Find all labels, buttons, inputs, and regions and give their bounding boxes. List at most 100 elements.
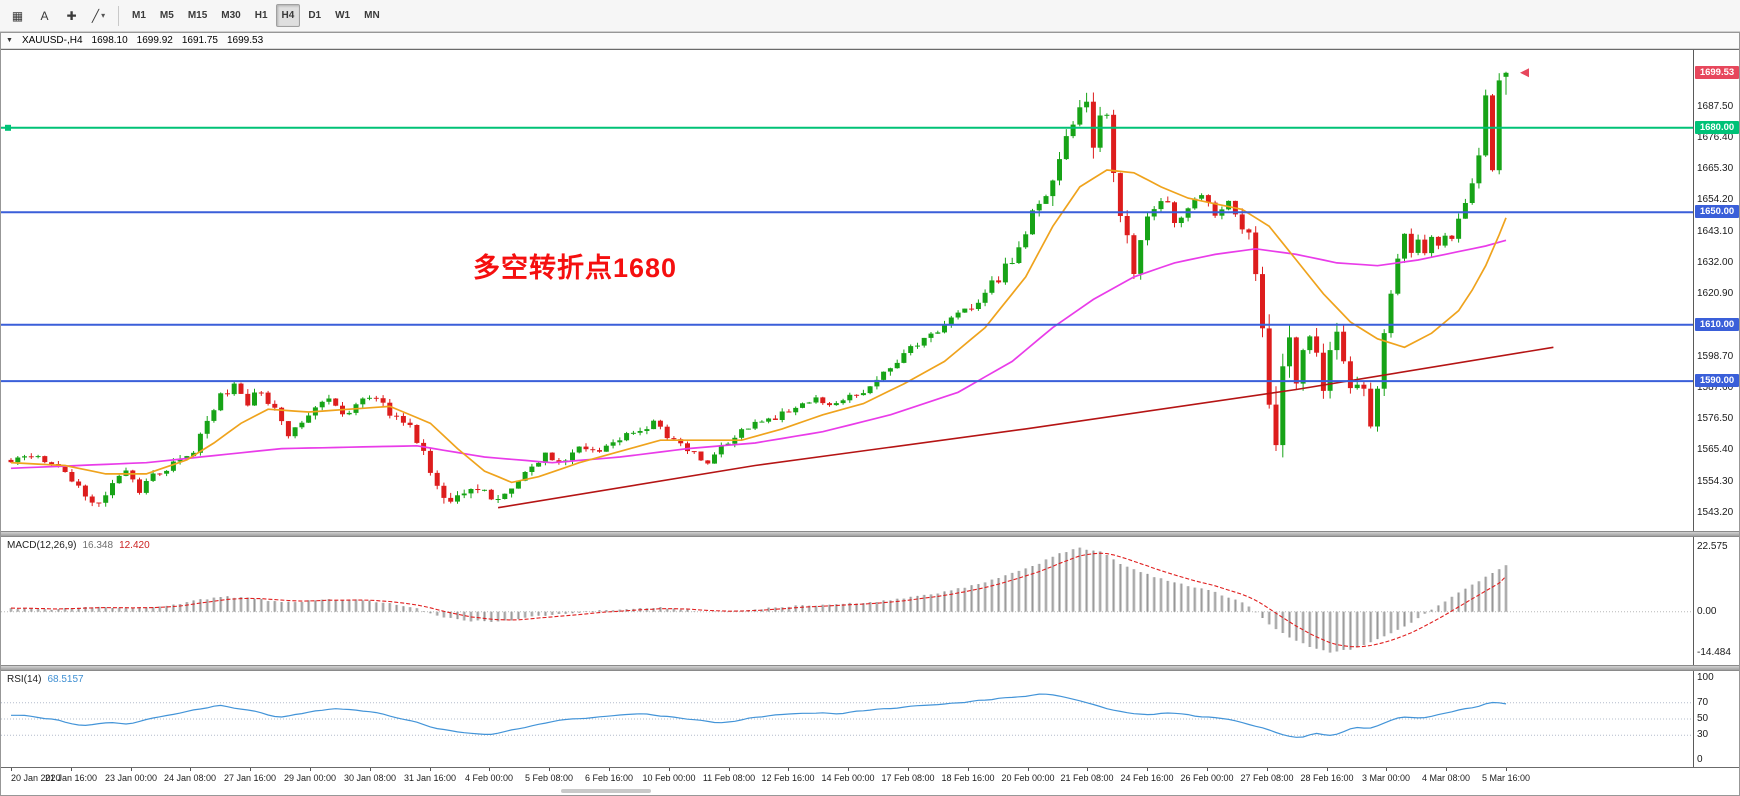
chart-titlebar[interactable]: ▼ XAUUSD-,H4 1698.10 1699.92 1691.75 169… (1, 33, 1739, 49)
macd-signal-line (10, 552, 1507, 648)
rsi-axis-label: 0 (1697, 754, 1703, 765)
panel-splitter[interactable] (1, 665, 1739, 671)
timeframe-buttons: M1 M5 M15 M30 H1 H4 D1 W1 MN (125, 4, 387, 27)
macd-axis-label: 0.00 (1697, 606, 1717, 617)
time-axis-tick (11, 768, 12, 771)
price-plot[interactable] (1, 50, 1739, 531)
chart-grid-icon[interactable]: ▦ (11, 8, 24, 23)
time-axis-label: 5 Mar 16:00 (1481, 773, 1531, 783)
time-axis-label: 4 Mar 08:00 (1421, 773, 1471, 783)
rsi-axis-label: 50 (1697, 713, 1709, 724)
time-axis-label: 21 Feb 08:00 (1060, 773, 1114, 783)
timeframe-button-m1[interactable]: M1 (132, 10, 146, 21)
rsi-axis-label: 100 (1697, 672, 1714, 683)
latest-tick-arrow-icon (1520, 68, 1529, 78)
line-studies-dropdown-icon[interactable]: ╱ ▾ (91, 8, 106, 23)
time-axis-tick (1267, 768, 1268, 771)
chart-window: ▼ XAUUSD-,H4 1698.10 1699.92 1691.75 169… (0, 32, 1740, 796)
timeframe-button-h4[interactable]: H4 (275, 4, 301, 27)
price-tick-label: 1598.70 (1697, 351, 1734, 362)
time-axis-tick (190, 768, 191, 771)
time-axis-tick (848, 768, 849, 771)
chart-symbol-period: XAUUSD-,H4 (21, 35, 83, 46)
timeframe-button-m15[interactable]: M15 (187, 10, 208, 21)
collapse-icon[interactable]: ▼ (6, 37, 13, 44)
price-tick-label: 1554.30 (1697, 476, 1734, 487)
time-axis-label: 31 Jan 16:00 (403, 773, 457, 783)
time-axis-label: 18 Feb 16:00 (941, 773, 995, 783)
ma-fast-line (10, 169, 1507, 484)
timeframe-button-mn[interactable]: MN (364, 10, 380, 21)
price-tick-label: 1620.90 (1697, 288, 1734, 299)
ohlc-low: 1691.75 (181, 35, 218, 46)
line-handle[interactable] (5, 124, 11, 131)
ohlc-high: 1699.92 (136, 35, 173, 46)
price-chart-pane[interactable]: 多空转折点1680 1687.50 1676.40 1665.30 1654.20 16… (1, 49, 1739, 531)
time-axis-tick (250, 768, 251, 771)
macd-axis-label: 22.575 (1697, 541, 1728, 552)
text-label-tool-icon[interactable]: A (40, 8, 49, 23)
axis-separator-line (1693, 537, 1694, 665)
time-axis-label: 24 Jan 08:00 (163, 773, 217, 783)
time-axis-label: 12 Feb 16:00 (761, 773, 815, 783)
crosshair-tool-icon[interactable]: ✚ (66, 8, 77, 23)
time-axis-tick (1506, 768, 1507, 771)
time-axis-label: 6 Feb 16:00 (584, 773, 634, 783)
time-axis-label: 21 Jan 16:00 (44, 773, 98, 783)
macd-name: MACD(12,26,9) (7, 540, 77, 551)
macd-plot (1, 547, 1693, 653)
time-axis-tick (131, 768, 132, 771)
time-axis-tick (310, 768, 311, 771)
panel-splitter[interactable] (1, 531, 1739, 537)
horizontal-scrollbar[interactable] (561, 789, 651, 793)
time-axis-tick (788, 768, 789, 771)
time-axis-label: 27 Jan 16:00 (223, 773, 277, 783)
time-axis-tick (1207, 768, 1208, 771)
time-axis-tick (1446, 768, 1447, 771)
price-tick-label: 1643.10 (1697, 226, 1734, 237)
price-tick-label: 1632.00 (1697, 257, 1734, 268)
time-axis-label: 23 Jan 00:00 (104, 773, 158, 783)
trendline[interactable] (497, 346, 1554, 509)
toolbar-tools: ▦ A ✚ ╱ ▾ (4, 3, 112, 28)
time-axis-label: 27 Feb 08:00 (1240, 773, 1294, 783)
level-price-badge: 1590.00 (1695, 374, 1739, 387)
macd-axis-label: -14.484 (1697, 647, 1731, 658)
time-axis-tick (1147, 768, 1148, 771)
rsi-axis: 100 70 50 30 0 (1695, 671, 1739, 767)
rsi-axis-label: 30 (1697, 729, 1709, 740)
time-axis-tick (609, 768, 610, 771)
current-price-badge: 1699.53 (1695, 66, 1739, 79)
price-tick-label: 1676.40 (1697, 132, 1734, 143)
rsi-name: RSI(14) (7, 674, 42, 685)
time-axis-label: 3 Mar 00:00 (1361, 773, 1411, 783)
macd-histogram (9, 547, 1508, 653)
time-axis-tick (549, 768, 550, 771)
rsi-label: RSI(14) 68.5157 (7, 674, 84, 685)
time-axis-label: 4 Feb 00:00 (464, 773, 514, 783)
macd-panel[interactable]: MACD(12,26,9) 16.348 12.420 22.575 0.00 -1… (1, 537, 1739, 665)
rsi-panel[interactable]: RSI(14) 68.5157 100 70 50 30 0 (1, 671, 1739, 767)
time-axis-label: 20 Jan 2020 (11, 773, 61, 783)
toolbar: ▦ A ✚ ╱ ▾ M1 M5 M15 M30 H1 H4 D1 W1 MN (0, 0, 1740, 32)
price-tick-label: 1654.20 (1697, 194, 1734, 205)
candlesticks (8, 71, 1509, 507)
timeframe-button-d1[interactable]: D1 (308, 10, 322, 21)
axis-separator-line (1693, 50, 1694, 531)
rsi-value: 68.5157 (47, 674, 84, 685)
time-axis-label: 20 Feb 00:00 (1001, 773, 1055, 783)
timeframe-button-m5[interactable]: M5 (159, 10, 174, 21)
timeframe-button-m30[interactable]: M30 (221, 10, 241, 21)
price-tick-label: 1587.60 (1697, 382, 1734, 393)
time-axis-label: 11 Feb 08:00 (702, 773, 756, 783)
time-axis-label: 28 Feb 16:00 (1300, 773, 1354, 783)
time-axis[interactable]: 20 Jan 2020 21 Jan 16:00 23 Jan 00:00 24 Ja… (1, 767, 1739, 787)
toolbar-separator (118, 5, 119, 26)
timeframe-button-w1[interactable]: W1 (335, 10, 351, 21)
time-axis-tick (908, 768, 909, 771)
timeframe-button-h1[interactable]: H1 (254, 10, 268, 21)
time-axis-label: 14 Feb 00:00 (821, 773, 875, 783)
price-tick-label: 1565.40 (1697, 444, 1734, 455)
time-axis-tick (1028, 768, 1029, 771)
macd-main-value: 16.348 (82, 540, 114, 551)
